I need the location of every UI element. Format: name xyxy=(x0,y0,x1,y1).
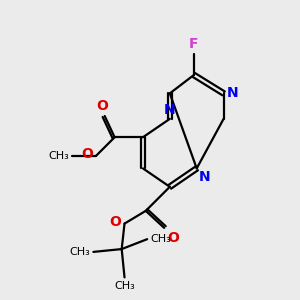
Text: O: O xyxy=(109,215,121,229)
Text: N: N xyxy=(199,170,211,184)
Text: O: O xyxy=(81,147,93,161)
Text: O: O xyxy=(167,231,179,245)
Text: CH₃: CH₃ xyxy=(114,281,135,291)
Text: F: F xyxy=(189,38,199,52)
Text: N: N xyxy=(164,103,176,117)
Text: N: N xyxy=(227,86,238,100)
Text: CH₃: CH₃ xyxy=(70,247,91,257)
Text: CH₃: CH₃ xyxy=(49,151,69,161)
Text: CH₃: CH₃ xyxy=(150,234,171,244)
Text: O: O xyxy=(96,99,108,113)
